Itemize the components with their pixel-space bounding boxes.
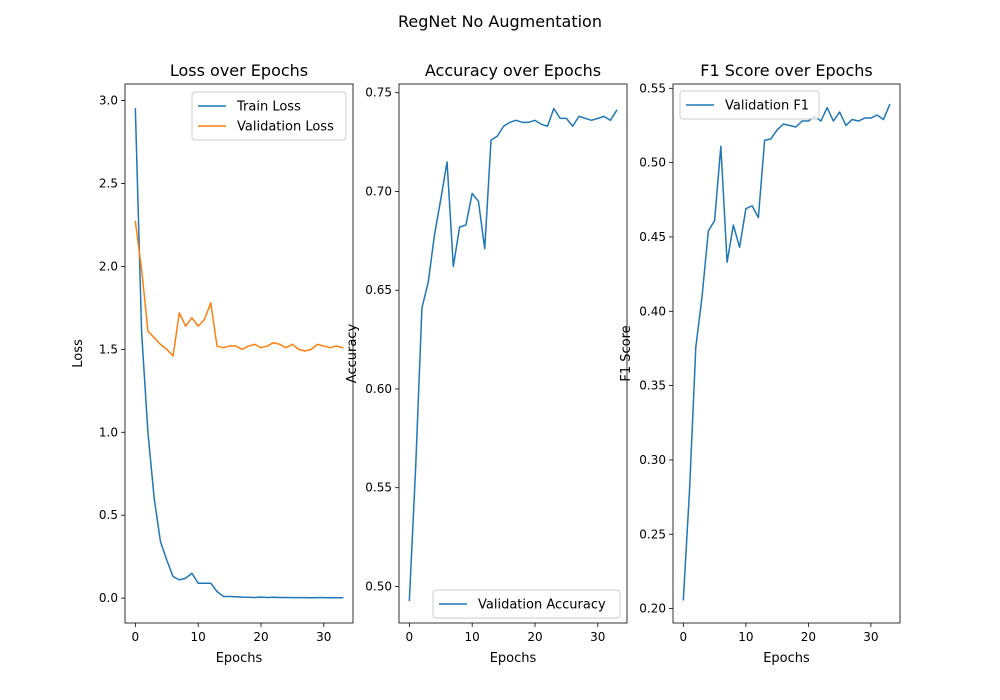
legend: Validation F1 bbox=[679, 90, 820, 120]
chart-title: F1 Score over Epochs bbox=[700, 61, 872, 80]
y-tick-label: 0.75 bbox=[365, 86, 392, 100]
x-tick-label: 0 bbox=[679, 630, 687, 644]
series-line-1 bbox=[134, 108, 344, 599]
series-line-2 bbox=[134, 220, 344, 357]
y-tick-label: 0.20 bbox=[639, 602, 666, 616]
axes-frame bbox=[672, 83, 901, 624]
y-axis-label: F1 Score bbox=[619, 325, 634, 381]
x-tick-label: 10 bbox=[465, 630, 480, 644]
legend: Validation Accuracy bbox=[432, 589, 621, 619]
y-tick-label: 2.5 bbox=[99, 177, 118, 191]
legend-box bbox=[191, 91, 347, 141]
y-tick-label: 0.0 bbox=[99, 591, 118, 605]
y-tick-label: 0.25 bbox=[639, 527, 666, 541]
y-tick-label: 0.65 bbox=[365, 283, 392, 297]
series-line-1 bbox=[408, 107, 618, 602]
y-tick-label: 3.0 bbox=[99, 94, 118, 108]
x-axis-label: Epochs bbox=[763, 651, 810, 666]
chart-title: Loss over Epochs bbox=[170, 61, 308, 80]
legend-entry: Validation F1 bbox=[725, 99, 809, 114]
y-tick-label: 0.45 bbox=[639, 230, 666, 244]
legend-entry: Validation Loss bbox=[237, 120, 334, 135]
x-tick-label: 20 bbox=[801, 630, 816, 644]
legend-box bbox=[679, 90, 820, 120]
y-tick-label: 0.50 bbox=[365, 579, 392, 593]
y-tick-label: 0.40 bbox=[639, 304, 666, 318]
chart-panels: Loss over Epochs 0 10 20 30 0.0 0.5 1.0 1.5 2.0 2.… bbox=[71, 61, 901, 666]
y-tick-label: 0.55 bbox=[639, 81, 666, 95]
legend: Train Loss Validation Loss bbox=[191, 91, 347, 141]
axes-frame bbox=[124, 83, 354, 624]
y-tick-label: 0.35 bbox=[639, 379, 666, 393]
x-tick-label: 20 bbox=[253, 630, 268, 644]
y-tick-label: 0.5 bbox=[99, 508, 118, 522]
x-tick-label: 30 bbox=[316, 630, 331, 644]
x-tick-label: 30 bbox=[863, 630, 878, 644]
y-tick-label: 0.70 bbox=[365, 184, 392, 198]
x-tick-label: 10 bbox=[191, 630, 206, 644]
x-tick-label: 0 bbox=[406, 630, 414, 644]
x-tick-label: 20 bbox=[527, 630, 542, 644]
axes-frame bbox=[398, 83, 628, 624]
x-axis-label: Epochs bbox=[490, 651, 537, 666]
chart-panel-3: F1 Score over Epochs 0 10 20 30 0.20 0.25 0.30 0… bbox=[619, 61, 901, 666]
y-tick-label: 2.0 bbox=[99, 259, 118, 273]
y-tick-label: 1.0 bbox=[99, 425, 118, 439]
chart-panel-2: Accuracy over Epochs 0 10 20 30 0.50 0.55 0.60 0… bbox=[345, 61, 628, 666]
series-line-1 bbox=[682, 103, 891, 601]
y-tick-label: 0.50 bbox=[639, 156, 666, 170]
y-tick-label: 0.60 bbox=[365, 382, 392, 396]
x-tick-label: 0 bbox=[132, 630, 140, 644]
y-tick-label: 1.5 bbox=[99, 342, 118, 356]
x-tick-label: 30 bbox=[590, 630, 605, 644]
chart-title: Accuracy over Epochs bbox=[425, 61, 601, 80]
legend-entry: Train Loss bbox=[236, 100, 301, 115]
legend-box bbox=[432, 589, 621, 619]
y-axis-label: Accuracy bbox=[345, 324, 360, 384]
x-tick-label: 10 bbox=[738, 630, 753, 644]
x-axis-label: Epochs bbox=[216, 651, 263, 666]
y-axis-label: Loss bbox=[71, 339, 86, 368]
chart-panel-1: Loss over Epochs 0 10 20 30 0.0 0.5 1.0 1.5 2.0 2.… bbox=[71, 61, 354, 666]
legend-entry: Validation Accuracy bbox=[478, 598, 606, 613]
y-tick-label: 0.30 bbox=[639, 453, 666, 467]
y-tick-label: 0.55 bbox=[365, 481, 392, 495]
figure-title: RegNet No Augmentation bbox=[398, 12, 602, 31]
